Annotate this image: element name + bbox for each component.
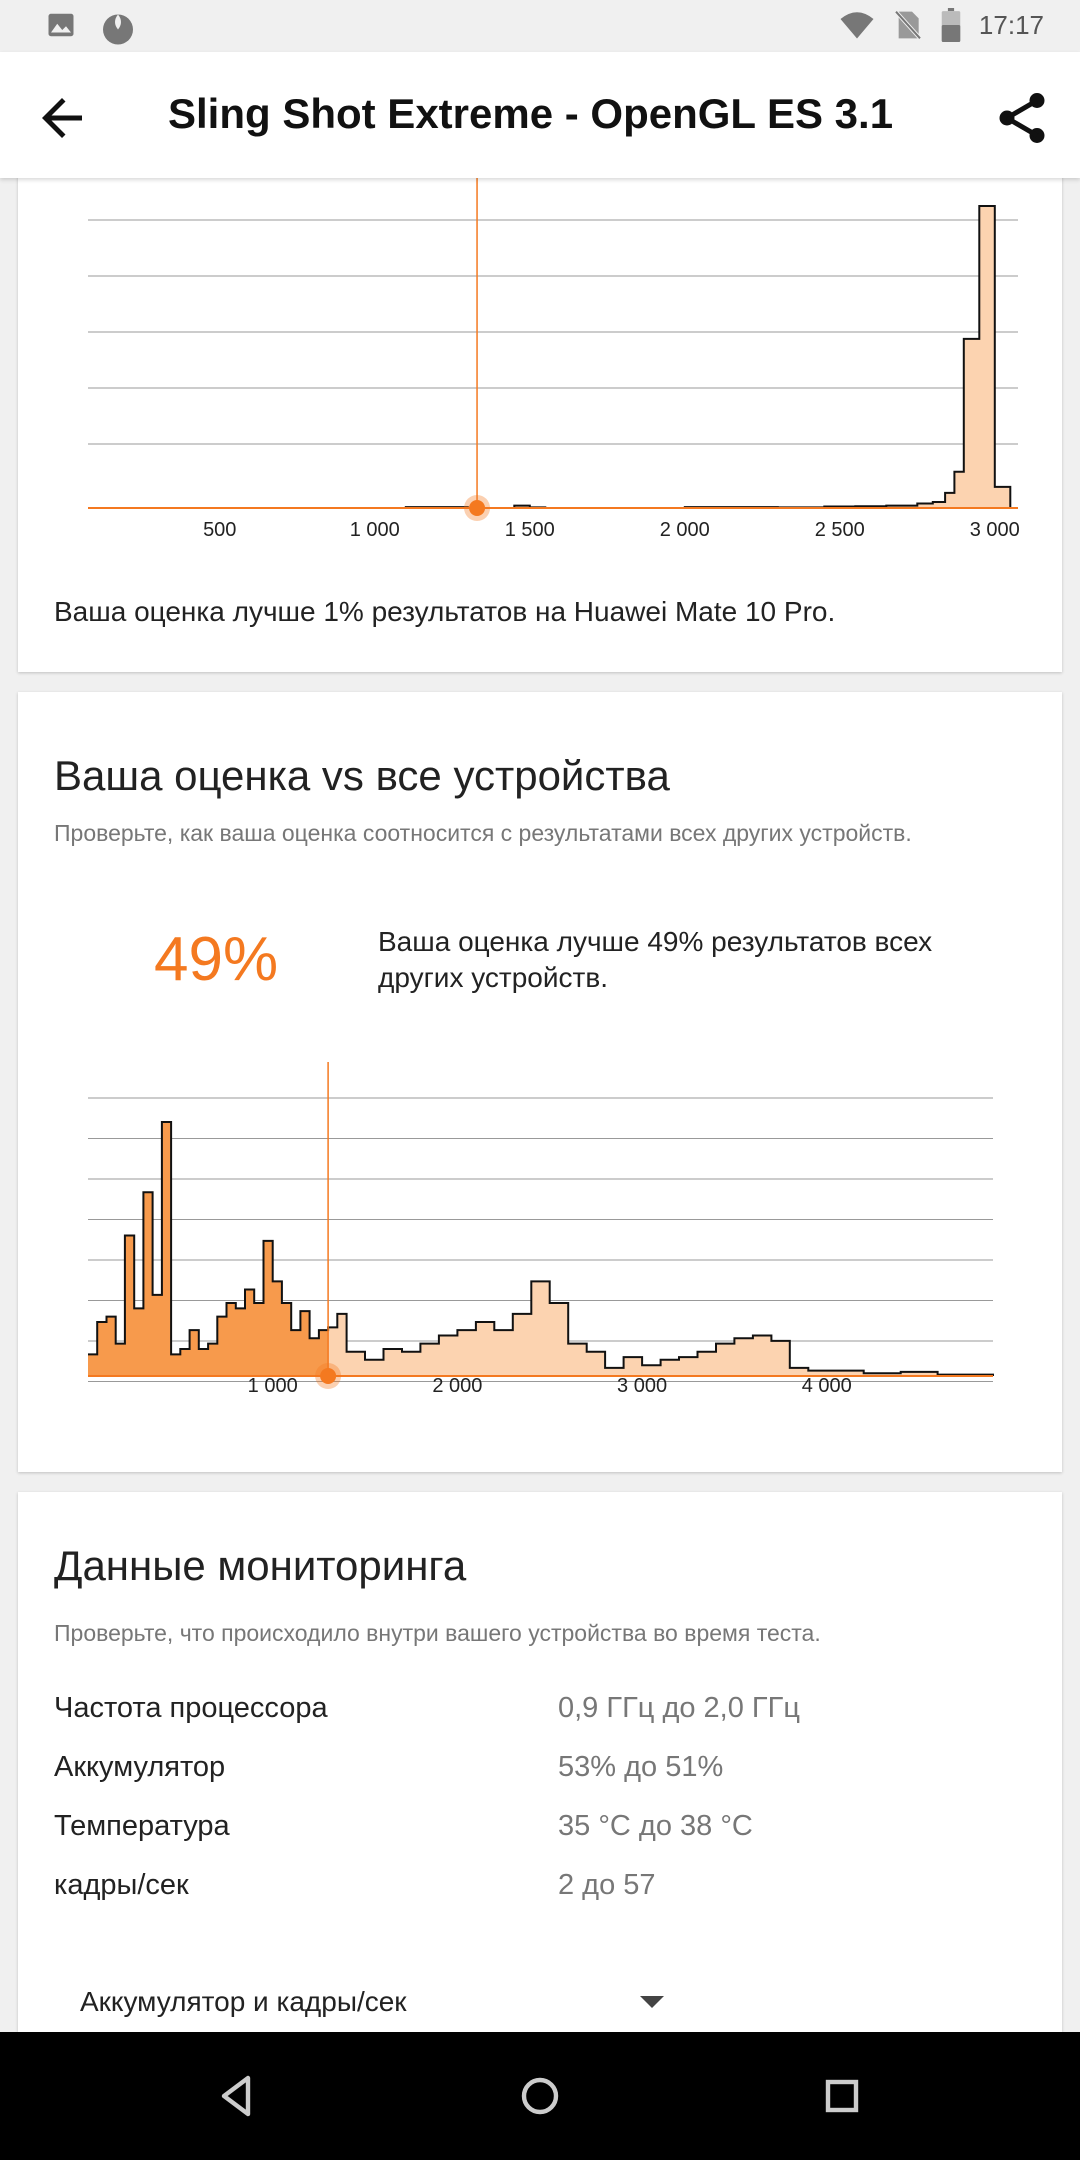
x-tick-label: 1 000 — [248, 1375, 298, 1397]
x-tick-label: 500 — [203, 519, 236, 541]
app-bar: Sling Shot Extreme - OpenGL ES 3.1 — [0, 52, 1080, 178]
page-title: Sling Shot Extreme - OpenGL ES 3.1 — [168, 90, 894, 137]
percentile-description: Ваша оценка лучше 49% результатов всех д… — [378, 926, 933, 993]
distribution-outline — [88, 1121, 994, 1376]
device-results-card: 500 1 000 1 500 2 000 2 500 3 000 Ваша оценка… — [18, 150, 1062, 672]
nav-back-button[interactable] — [202, 2062, 270, 2130]
recents-square-icon — [825, 2079, 859, 2113]
status-bar: 17:17 — [0, 0, 1080, 52]
home-circle-icon — [521, 2077, 559, 2115]
monitor-value: 0,9 ГГц до 2,0 ГГц — [558, 1692, 800, 1724]
app-icon — [103, 14, 133, 45]
x-tick-label: 2 500 — [815, 519, 865, 541]
device-histogram-chart: 500 1 000 1 500 2 000 2 500 3 000 — [88, 150, 1020, 541]
dropdown-selected-label: Аккумулятор и кадры/сек — [80, 1986, 407, 2017]
no-sim-icon — [894, 10, 922, 40]
x-tick-label: 3 000 — [617, 1375, 667, 1397]
all-devices-subtitle: Проверьте, как ваша оценка соотносится с… — [54, 820, 912, 846]
share-icon — [999, 93, 1045, 143]
arrow-left-icon — [42, 98, 82, 138]
distribution-area-below-score — [88, 1122, 329, 1376]
back-button[interactable] — [32, 88, 92, 148]
monitor-value: 2 до 57 — [558, 1869, 656, 1901]
system-nav-bar — [0, 2032, 1080, 2160]
percentile-value: 49% — [154, 925, 279, 994]
wifi-icon — [840, 12, 874, 39]
share-button[interactable] — [992, 88, 1052, 148]
back-triangle-icon — [221, 2075, 251, 2117]
user-score-dot — [320, 1368, 337, 1384]
nav-recents-button[interactable] — [808, 2062, 876, 2130]
all-devices-title: Ваша оценка vs все устройства — [54, 752, 670, 799]
x-tick-label: 1 000 — [350, 519, 400, 541]
monitor-value: 53% до 51% — [558, 1751, 724, 1783]
monitoring-title: Данные мониторинга — [54, 1542, 467, 1589]
chart-select-dropdown[interactable]: Аккумулятор и кадры/сек — [80, 1972, 680, 2032]
monitoring-card: Данные мониторинга Проверьте, что происх… — [18, 1492, 1062, 2032]
x-tick-label: 2 000 — [432, 1375, 482, 1397]
all-devices-card: Ваша оценка vs все устройства Проверьте,… — [18, 692, 1062, 1472]
x-tick-label: 1 500 — [505, 519, 555, 541]
monitoring-subtitle: Проверьте, что происходило внутри вашего… — [54, 1620, 821, 1646]
distribution-area — [88, 206, 1011, 508]
all-devices-histogram-chart: 1 000 2 000 3 000 4 000 — [88, 1062, 994, 1397]
monitor-label: Аккумулятор — [54, 1751, 226, 1783]
image-icon — [48, 13, 74, 37]
x-tick-label: 2 000 — [660, 519, 710, 541]
monitor-value: 35 °C до 38 °C — [558, 1810, 753, 1842]
battery-icon — [941, 8, 961, 42]
monitor-label: Температура — [54, 1810, 230, 1842]
x-tick-label: 3 000 — [970, 519, 1020, 541]
x-tick-label: 4 000 — [802, 1375, 852, 1397]
clock: 17:17 — [978, 9, 1044, 40]
nav-home-button[interactable] — [506, 2062, 574, 2130]
distribution-outline — [88, 205, 1012, 509]
user-score-dot — [469, 500, 486, 516]
device-percentile-text: Ваша оценка лучше 1% результатов на Huaw… — [54, 596, 836, 627]
monitor-label: кадры/сек — [54, 1869, 189, 1901]
dropdown-arrow-icon — [640, 1996, 664, 2008]
monitor-label: Частота процессора — [54, 1692, 328, 1724]
